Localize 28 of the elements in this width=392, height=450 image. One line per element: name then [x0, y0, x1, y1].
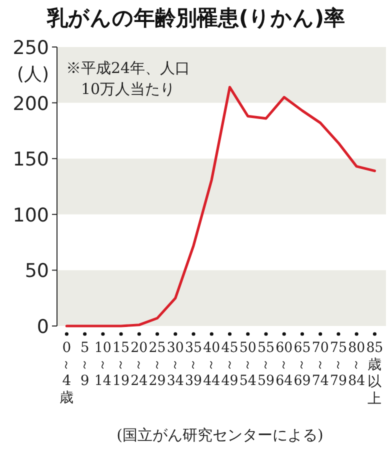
- x-tick-label: 10～14: [94, 340, 112, 389]
- x-tick-label: 15～19: [112, 340, 130, 389]
- x-tick-label: 55～59: [257, 340, 276, 389]
- text: (国立がん研究センターによる): [116, 426, 324, 444]
- x-tick-label: 25～29: [148, 340, 167, 389]
- annotation: ※平成24年、人口 10万人当たり: [66, 59, 190, 98]
- x-tick-label: 65～69: [294, 340, 312, 389]
- chart-title: 乳がんの年齢別罹患(りかん)率: [46, 6, 346, 30]
- x-tick-label: 0～4歳: [58, 340, 74, 406]
- x-tick-label: 45～49: [221, 340, 240, 389]
- x-tick-label: 40～44: [203, 340, 221, 389]
- x-tick-label: 60～64: [276, 340, 294, 389]
- x-tick-label: 20～24: [130, 340, 148, 389]
- y-tick-label: 150: [12, 148, 49, 171]
- y-tick-label: 0: [36, 316, 49, 338]
- x-tick-label: 85歳以上: [366, 340, 384, 407]
- x-tick-label: 5～9: [76, 340, 92, 389]
- x-tick-label: 30～34: [166, 340, 185, 389]
- x-tick-label: 50～54: [239, 340, 258, 389]
- y-tick-label: 250: [12, 37, 49, 59]
- y-tick-label: 100: [12, 204, 49, 226]
- y-tick-label: 50: [24, 260, 49, 282]
- x-tick-label: 35～39: [185, 340, 203, 389]
- x-tick-label: 70～74: [312, 340, 330, 389]
- x-tick-label: 80～84: [348, 340, 366, 389]
- y-axis-title: (人): [16, 64, 49, 85]
- y-tick-label: 200: [12, 92, 49, 115]
- x-tick-label: 75～79: [330, 340, 348, 389]
